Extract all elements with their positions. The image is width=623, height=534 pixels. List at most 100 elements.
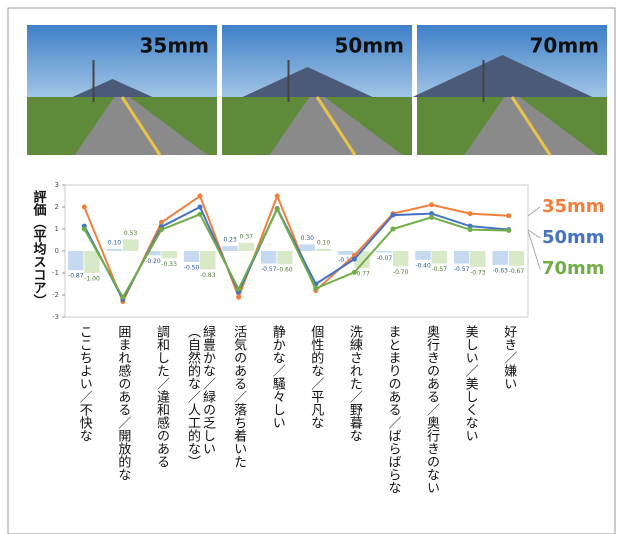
y-axis-title: 評価（平均スコア） (31, 189, 48, 307)
line (83, 193, 509, 305)
y-tick-label: 3 (55, 181, 59, 189)
point (274, 193, 280, 199)
y-tick-label: 1 (55, 225, 59, 233)
photo: 50mm (222, 25, 412, 156)
bar-label: -1.00 (84, 276, 100, 283)
point (506, 228, 512, 234)
legend-label: 50mm (542, 227, 605, 248)
bar (161, 251, 177, 259)
bar (106, 248, 123, 251)
point (506, 213, 512, 219)
bar-label: 0.10 (317, 239, 331, 246)
point (390, 212, 396, 218)
bar (492, 251, 508, 265)
bar (470, 251, 486, 268)
photo-label: 50mm (334, 34, 404, 58)
y-tick-label: 0 (55, 247, 59, 255)
bar-label: 0.10 (108, 239, 122, 246)
point (274, 206, 280, 212)
point (429, 214, 435, 220)
y-tick-label: -1 (52, 269, 59, 277)
bar-label: -0.87 (68, 273, 84, 280)
point (467, 227, 473, 233)
bar (376, 251, 393, 253)
bar (68, 251, 84, 271)
bar (415, 251, 431, 260)
point (197, 193, 203, 199)
point (429, 211, 435, 217)
bar-label: -0.67 (509, 268, 525, 275)
road-line (315, 96, 357, 156)
bar-label: -0.33 (161, 261, 177, 268)
point (120, 294, 126, 300)
point (467, 211, 473, 217)
x-tick-label: 調和した／違和感のある (153, 325, 169, 468)
x-tick-label: 個性的な／平凡な (308, 325, 324, 429)
bar (299, 244, 316, 251)
point (429, 202, 435, 208)
bar-label: 0.37 (240, 233, 254, 240)
x-tick-label: 囲まれ感のある／開放的な (115, 325, 131, 481)
bar (392, 251, 409, 267)
bar (453, 251, 470, 264)
bar (338, 251, 354, 255)
bar-label: -0.57 (431, 266, 447, 273)
line (83, 206, 509, 300)
point (467, 223, 473, 229)
x-tick-label: 静かな／騒々しい (269, 325, 285, 429)
bar (431, 251, 447, 264)
legend-label: 35mm (542, 196, 605, 217)
mountain (242, 67, 373, 97)
x-tick-label: 緑豊かな／緑の乏しい （自然的な／人工的な） (185, 325, 216, 468)
mountain (412, 55, 593, 97)
bar (183, 251, 200, 262)
bar (261, 251, 277, 264)
photo-label: 70mm (529, 34, 599, 58)
bar (122, 239, 139, 251)
photo: 35mm (27, 25, 217, 156)
y-tick-label: -2 (52, 291, 59, 299)
bar (277, 251, 293, 265)
x-tick-label: ここちよい／不快な (76, 325, 92, 442)
bar-label: -0.17 (338, 257, 354, 264)
bar-label: -0.57 (261, 266, 277, 273)
line (83, 205, 509, 302)
bar-label: -0.63 (492, 267, 508, 274)
point (81, 204, 87, 210)
x-tick-label: 好き／嫌い (501, 325, 517, 390)
legend-leader (527, 229, 541, 239)
bar-label: -0.40 (415, 262, 431, 269)
point (236, 294, 242, 300)
x-tick-label: 奥行きのある／奥行きのない (424, 325, 440, 494)
photo-label: 35mm (139, 34, 209, 58)
bar-label: -0.20 (145, 258, 161, 265)
point (158, 227, 164, 233)
bar-label: 0.23 (223, 236, 237, 243)
bar-label: -0.57 (454, 266, 470, 273)
point (313, 285, 319, 291)
bar-label: -0.07 (377, 255, 393, 262)
x-tick-label: 美しい／美しくない (462, 325, 478, 442)
y-tick-label: 2 (55, 203, 59, 211)
legend-leader (527, 230, 541, 270)
road-line (510, 96, 552, 156)
point (351, 269, 357, 275)
bar (222, 245, 238, 251)
x-tick-label: 活気のある／落ち着いた (231, 325, 247, 468)
bar-label: -0.60 (277, 267, 293, 274)
bar (315, 248, 332, 251)
frame (7, 7, 616, 534)
point (351, 256, 357, 262)
bar-label: -0.83 (200, 272, 216, 279)
photo: 70mm (412, 25, 607, 156)
road-line (120, 96, 162, 156)
bar (508, 251, 525, 266)
x-tick-label: まとまりのある／ばらばらな (385, 325, 401, 494)
point (81, 226, 87, 232)
bar (145, 251, 161, 256)
bar-label: -0.50 (184, 265, 200, 272)
point (158, 219, 164, 225)
point (197, 204, 203, 210)
